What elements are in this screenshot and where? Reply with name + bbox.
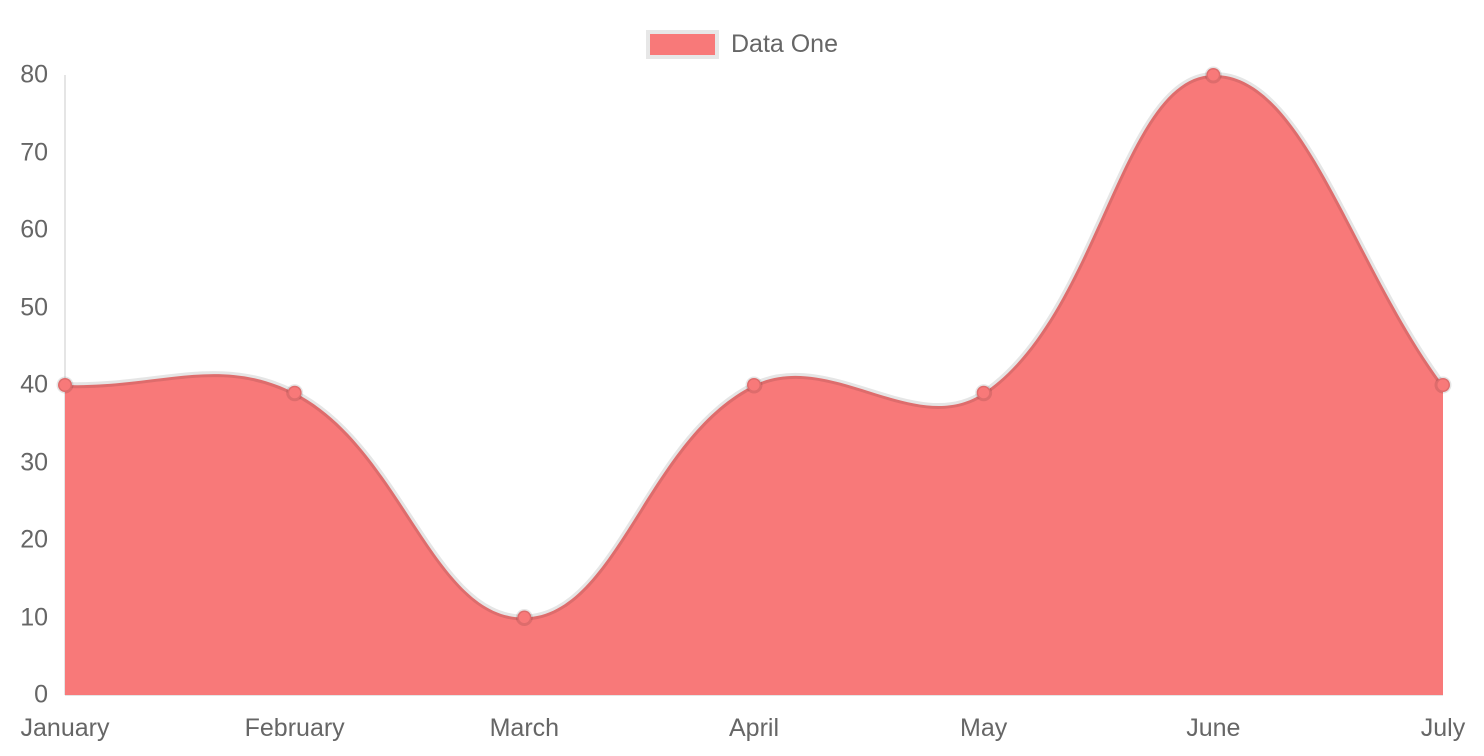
series-area-data-one[interactable]: [65, 74, 1443, 695]
legend-swatch-icon: [645, 30, 719, 59]
data-point-may[interactable]: [975, 384, 993, 402]
data-point-february[interactable]: [286, 384, 304, 402]
data-point-march[interactable]: [515, 609, 533, 626]
data-point-june[interactable]: [1204, 66, 1222, 84]
data-point-july[interactable]: [1434, 376, 1452, 394]
legend-item-data-one[interactable]: Data One: [0, 30, 1484, 59]
data-point-january[interactable]: [56, 376, 74, 394]
data-point-april[interactable]: [745, 376, 763, 394]
legend-label: Data One: [730, 30, 838, 58]
